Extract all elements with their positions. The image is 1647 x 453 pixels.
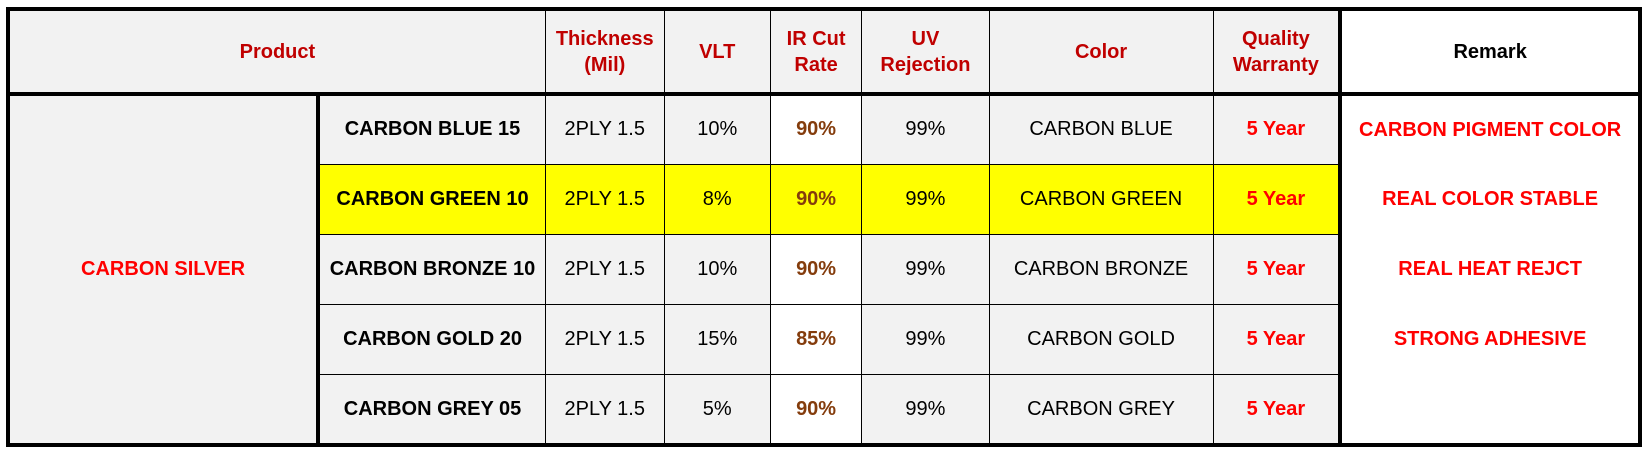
table-row-highlighted: CARBON GREEN 10 2PLY 1.5 8% 90% 99% CARB… xyxy=(8,163,1641,235)
color-value: CARBON GREY xyxy=(988,374,1214,446)
uv-value: 99% xyxy=(861,163,990,235)
thickness-value: 2PLY 1.5 xyxy=(544,233,665,306)
header-ir-cut-rate: IR Cut Rate xyxy=(769,8,863,95)
vlt-value: 5% xyxy=(663,374,771,446)
product-name: CARBON GREY 05 xyxy=(317,374,546,446)
product-name: CARBON BLUE 15 xyxy=(317,93,546,165)
product-name: CARBON GREEN 10 xyxy=(317,163,546,235)
uv-value: 99% xyxy=(861,304,990,376)
vlt-value: 8% xyxy=(663,163,771,235)
product-name: CARBON BRONZE 10 xyxy=(317,233,546,306)
header-vlt: VLT xyxy=(663,8,771,95)
header-uv-line2: Rejection xyxy=(880,53,971,76)
thickness-value: 2PLY 1.5 xyxy=(544,374,665,446)
remark-value: CARBON PIGMENT COLOR xyxy=(1338,94,1641,165)
table-body: CARBON SILVER CARBON BLUE 15 2PLY 1.5 10… xyxy=(7,93,1641,446)
ir-cut-value: 90% xyxy=(769,93,863,165)
header-product: Product xyxy=(7,8,546,95)
ir-cut-value: 90% xyxy=(769,163,863,235)
header-warranty-line1: Quality xyxy=(1242,27,1310,50)
warranty-value: 5 Year xyxy=(1212,374,1341,446)
table-row: CARBON SILVER CARBON BLUE 15 2PLY 1.5 10… xyxy=(7,93,1641,446)
warranty-value: 5 Year xyxy=(1212,233,1341,306)
header-remark: Remark xyxy=(1338,8,1641,95)
warranty-value: 5 Year xyxy=(1212,163,1341,235)
header-row: Product Thickness (Mil) VLT IR Cut Rate UV… xyxy=(7,8,1641,95)
header-uv-rejection: UV Rejection xyxy=(861,8,990,95)
thickness-value: 2PLY 1.5 xyxy=(544,304,665,376)
uv-value: 99% xyxy=(861,374,990,446)
color-value: CARBON GREEN xyxy=(988,163,1214,235)
vlt-value: 10% xyxy=(663,93,771,165)
header-quality-warranty: Quality Warranty xyxy=(1212,8,1341,95)
uv-value: 99% xyxy=(861,93,990,165)
warranty-value: 5 Year xyxy=(1212,93,1341,165)
table-row: CARBON GOLD 20 2PLY 1.5 15% 85% 99% CARB… xyxy=(8,304,1641,376)
warranty-value: 5 Year xyxy=(1212,304,1341,376)
header-ir-line1: IR Cut xyxy=(786,27,846,50)
ir-cut-value: 85% xyxy=(769,304,863,376)
header-thickness: Thickness (Mil) xyxy=(544,8,665,95)
header-warranty-line2: Warranty xyxy=(1232,53,1319,76)
color-value: CARBON BLUE xyxy=(988,93,1214,165)
vlt-value: 15% xyxy=(663,304,771,376)
remark-value: REAL COLOR STABLE xyxy=(1338,164,1641,235)
header-thickness-line1: Thickness xyxy=(555,27,654,50)
header-uv-line1: UV xyxy=(911,27,940,50)
color-value: CARBON BRONZE xyxy=(988,233,1214,306)
header-ir-line2: Rate xyxy=(794,53,838,76)
thickness-value: 2PLY 1.5 xyxy=(544,93,665,165)
remark-value: STRONG ADHESIVE xyxy=(1338,304,1641,375)
uv-value: 99% xyxy=(861,233,990,306)
thickness-value: 2PLY 1.5 xyxy=(544,163,665,235)
remark-value xyxy=(1338,374,1641,445)
vlt-value: 10% xyxy=(663,233,771,306)
product-name: CARBON GOLD 20 xyxy=(317,304,546,376)
color-value: CARBON GOLD xyxy=(988,304,1214,376)
header-color: Color xyxy=(988,8,1214,95)
remark-value: REAL HEAT REJCT xyxy=(1338,234,1641,305)
ir-cut-value: 90% xyxy=(769,374,863,446)
table-row: CARBON BRONZE 10 2PLY 1.5 10% 90% 99% CA… xyxy=(8,233,1641,306)
header-thickness-line2: (Mil) xyxy=(584,53,626,76)
table-row: CARBON GREY 05 2PLY 1.5 5% 90% 99% CARBO… xyxy=(8,374,1641,446)
product-group: CARBON SILVER xyxy=(7,93,321,446)
table-header: Product Thickness (Mil) VLT IR Cut Rate UV… xyxy=(7,8,1641,95)
product-spec-table: Product Thickness (Mil) VLT IR Cut Rate UV… xyxy=(6,7,1642,447)
ir-cut-value: 90% xyxy=(769,233,863,306)
